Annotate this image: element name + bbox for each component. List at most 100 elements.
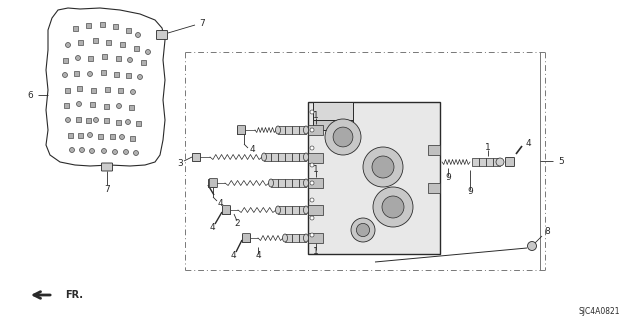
Text: 2: 2 (234, 219, 240, 228)
Bar (102, 54, 106, 58)
Text: 4: 4 (230, 251, 236, 261)
FancyBboxPatch shape (223, 205, 230, 214)
Circle shape (310, 216, 314, 220)
Circle shape (496, 158, 504, 166)
Bar (141, 60, 145, 64)
Bar (104, 117, 109, 122)
Bar (120, 41, 125, 47)
Ellipse shape (303, 206, 308, 214)
Circle shape (88, 71, 93, 77)
Circle shape (102, 149, 106, 153)
Ellipse shape (269, 179, 273, 187)
Bar (76, 116, 81, 122)
Ellipse shape (303, 153, 308, 161)
Circle shape (79, 147, 84, 152)
Ellipse shape (303, 234, 308, 242)
Bar (313, 102, 353, 120)
Circle shape (131, 90, 136, 94)
Circle shape (93, 117, 99, 122)
Circle shape (127, 57, 132, 63)
Bar (313, 120, 353, 130)
Bar (278, 153, 285, 161)
Bar (65, 87, 70, 93)
Text: 3: 3 (177, 159, 183, 167)
Bar (63, 102, 68, 108)
Text: 8: 8 (544, 227, 550, 236)
Text: 6: 6 (28, 91, 33, 100)
Circle shape (333, 127, 353, 147)
Bar (109, 133, 115, 138)
Text: 1: 1 (485, 144, 491, 152)
Bar (299, 234, 306, 242)
Bar (264, 153, 271, 161)
Bar (271, 153, 278, 161)
Circle shape (363, 147, 403, 187)
Text: 4: 4 (255, 251, 261, 261)
Circle shape (310, 146, 314, 150)
Bar (278, 179, 285, 187)
Bar (285, 126, 292, 134)
Bar (308, 205, 323, 215)
FancyBboxPatch shape (209, 179, 218, 188)
Bar (99, 21, 104, 26)
Circle shape (310, 110, 314, 114)
Bar (129, 105, 134, 109)
Bar (90, 87, 95, 93)
Text: 4: 4 (209, 224, 215, 233)
FancyBboxPatch shape (237, 125, 246, 135)
Bar (136, 121, 141, 125)
Bar (308, 233, 323, 243)
Circle shape (145, 49, 150, 55)
Bar (134, 46, 138, 50)
Bar (113, 24, 118, 28)
Bar (479, 158, 486, 166)
Bar (428, 183, 440, 193)
Circle shape (136, 33, 141, 38)
Text: 4: 4 (525, 139, 531, 149)
Bar (86, 117, 90, 122)
Bar (63, 57, 67, 63)
Text: 7: 7 (104, 186, 110, 195)
Circle shape (77, 101, 81, 107)
Text: 1: 1 (313, 248, 319, 256)
Circle shape (90, 149, 95, 153)
Bar (299, 153, 306, 161)
Ellipse shape (275, 206, 280, 214)
Bar (299, 126, 306, 134)
Ellipse shape (303, 126, 308, 134)
Bar (125, 72, 131, 78)
Bar (77, 40, 83, 44)
Text: 4: 4 (249, 145, 255, 154)
Bar (222, 206, 230, 214)
Bar (113, 71, 118, 77)
Bar (299, 179, 306, 187)
Text: 1: 1 (313, 112, 319, 121)
Bar (292, 126, 299, 134)
Bar (308, 102, 440, 254)
Bar (242, 234, 250, 242)
Bar (118, 87, 122, 93)
Circle shape (356, 223, 370, 237)
Circle shape (310, 181, 314, 185)
Circle shape (325, 119, 361, 155)
Circle shape (382, 196, 404, 218)
Text: 1: 1 (313, 165, 319, 174)
Text: 9: 9 (445, 174, 451, 182)
Circle shape (372, 156, 394, 178)
Bar (72, 26, 77, 31)
Bar (129, 136, 134, 140)
Bar (93, 38, 97, 42)
Bar (271, 179, 278, 187)
Bar (493, 158, 500, 166)
Polygon shape (46, 8, 165, 166)
Circle shape (65, 117, 70, 122)
Bar (285, 179, 292, 187)
Bar (292, 179, 299, 187)
Bar (104, 103, 109, 108)
Circle shape (310, 233, 314, 237)
Bar (90, 101, 95, 107)
FancyBboxPatch shape (243, 234, 250, 242)
Circle shape (113, 150, 118, 154)
Bar (77, 85, 81, 91)
Bar (292, 206, 299, 214)
